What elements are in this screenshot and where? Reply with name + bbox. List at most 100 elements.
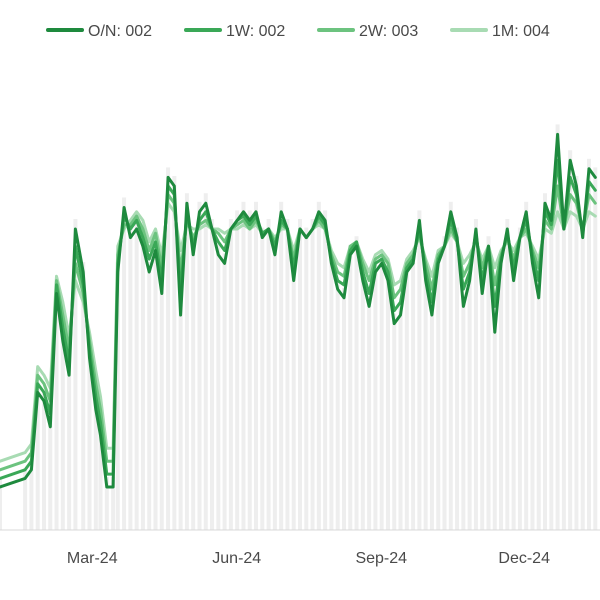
background-bar — [210, 219, 215, 530]
background-bar — [298, 219, 302, 530]
background-bar — [505, 219, 510, 530]
background-bar — [285, 219, 290, 530]
background-bar — [486, 236, 491, 530]
background-bar — [115, 262, 120, 530]
background-bar — [235, 210, 240, 530]
legend: O/N: 002 1W: 002 2W: 003 1M: 004 — [46, 23, 550, 40]
background-bar — [35, 382, 40, 530]
background-bar — [404, 262, 409, 530]
background-bar — [329, 253, 334, 530]
background-bar — [455, 227, 460, 530]
background-bar — [279, 201, 284, 531]
background-bar — [216, 244, 221, 531]
background-bar — [530, 253, 535, 530]
background-bar — [0, 477, 2, 530]
background-bar — [23, 468, 28, 530]
x-axis-ticks: Mar-24 Jun-24 Sep-24 Dec-24 — [67, 550, 550, 567]
background-bar — [480, 283, 485, 530]
background-bar — [448, 201, 453, 531]
background-bar — [524, 201, 529, 531]
background-bar — [473, 219, 478, 530]
background-bar — [29, 459, 34, 530]
background-bar — [153, 240, 158, 530]
background-bar — [260, 227, 265, 530]
background-bar — [429, 305, 434, 530]
background-bar — [323, 210, 328, 530]
background-bar — [587, 158, 592, 531]
background-bar — [492, 322, 497, 530]
background-bar — [398, 305, 403, 530]
background-bar — [73, 219, 78, 530]
x-tick-label: Jun-24 — [212, 550, 261, 567]
background-bar — [241, 201, 246, 531]
x-tick-label: Sep-24 — [355, 550, 407, 567]
series-line — [0, 132, 597, 489]
legend-label: 1W: 002 — [226, 23, 285, 40]
background-bar — [247, 210, 252, 530]
background-bar — [536, 287, 541, 530]
background-bar — [48, 416, 53, 530]
background-bar — [254, 201, 259, 531]
background-bar — [203, 193, 208, 530]
background-bar — [348, 244, 353, 531]
background-bar — [159, 283, 164, 530]
background-bar — [197, 201, 202, 531]
background-bar — [499, 253, 504, 530]
background-bar — [379, 253, 384, 530]
background-bar — [291, 270, 296, 530]
background-bar — [134, 219, 139, 530]
background-bar — [172, 176, 177, 530]
background-bars — [0, 124, 598, 531]
background-bar — [87, 348, 92, 530]
background-bar — [517, 227, 522, 530]
background-bar — [272, 244, 277, 531]
background-bar — [593, 167, 598, 530]
background-bar — [543, 193, 548, 530]
background-bar — [67, 365, 72, 530]
background-bar — [568, 150, 573, 530]
background-bar — [417, 210, 422, 530]
background-bar — [228, 219, 233, 530]
background-bar — [467, 270, 472, 530]
background-bar — [178, 305, 183, 530]
background-bar — [316, 201, 321, 531]
background-bar — [104, 477, 109, 530]
background-bar — [392, 313, 397, 530]
legend-label: 1M: 004 — [492, 23, 550, 40]
background-bar — [122, 197, 127, 530]
background-bar — [54, 283, 59, 530]
background-bar — [354, 236, 359, 530]
background-bar — [222, 253, 227, 530]
background-bar — [574, 176, 579, 530]
series-lines — [0, 132, 597, 489]
background-bar — [580, 227, 585, 530]
background-bar — [60, 330, 65, 530]
background-bar — [310, 219, 315, 530]
background-bar — [367, 296, 372, 530]
background-bar — [128, 227, 133, 530]
background-bar — [93, 399, 98, 530]
background-bar — [304, 227, 309, 530]
background-bar — [341, 287, 346, 530]
background-bar — [442, 236, 447, 530]
background-bar — [41, 391, 46, 530]
background-bar — [461, 296, 466, 530]
x-tick-label: Dec-24 — [498, 550, 550, 567]
background-bar — [561, 219, 566, 530]
background-bar — [81, 262, 86, 530]
x-tick-label: Mar-24 — [67, 550, 118, 567]
background-bar — [184, 193, 189, 530]
background-bar — [411, 253, 416, 530]
legend-label: 2W: 003 — [359, 23, 418, 40]
background-bar — [147, 262, 152, 530]
legend-label: O/N: 002 — [88, 23, 152, 40]
background-bar — [360, 270, 365, 530]
background-bar — [111, 477, 116, 530]
background-bar — [423, 270, 428, 530]
background-bar — [511, 270, 516, 530]
background-bar — [140, 236, 145, 530]
background-bar — [436, 253, 441, 530]
background-bar — [373, 262, 378, 530]
background-bar — [98, 425, 103, 530]
